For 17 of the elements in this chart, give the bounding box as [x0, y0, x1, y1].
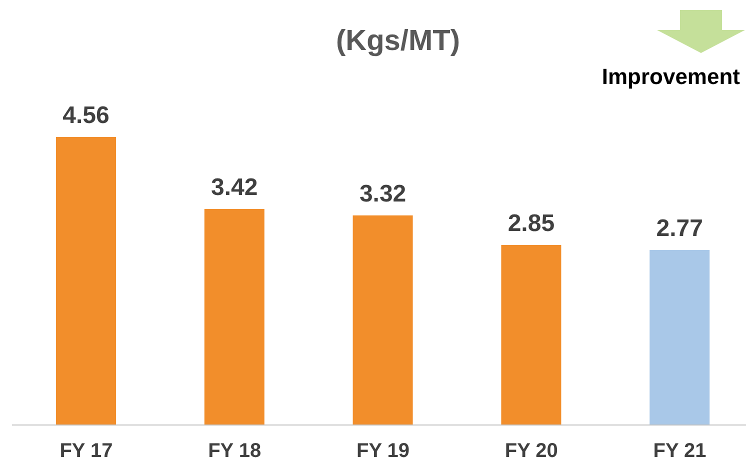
chart-title: (Kgs/MT)	[334, 25, 462, 58]
x-tick-label: FY 18	[208, 440, 262, 462]
x-tick-label: FY 17	[60, 440, 113, 462]
bar	[56, 137, 116, 425]
data-label: 3.42	[211, 174, 258, 201]
x-tick-label: FY 20	[504, 440, 558, 462]
bar	[650, 250, 710, 425]
x-tick-label: FY 21	[653, 440, 706, 462]
bar	[204, 209, 264, 425]
data-label: 2.77	[656, 215, 703, 242]
data-label: 2.85	[508, 210, 555, 237]
data-label: 4.56	[62, 102, 110, 129]
bar	[352, 215, 413, 425]
bar	[501, 245, 562, 425]
x-tick-label: FY 19	[356, 440, 410, 462]
text: Improvement	[602, 64, 740, 90]
data-label: 3.32	[359, 180, 406, 208]
